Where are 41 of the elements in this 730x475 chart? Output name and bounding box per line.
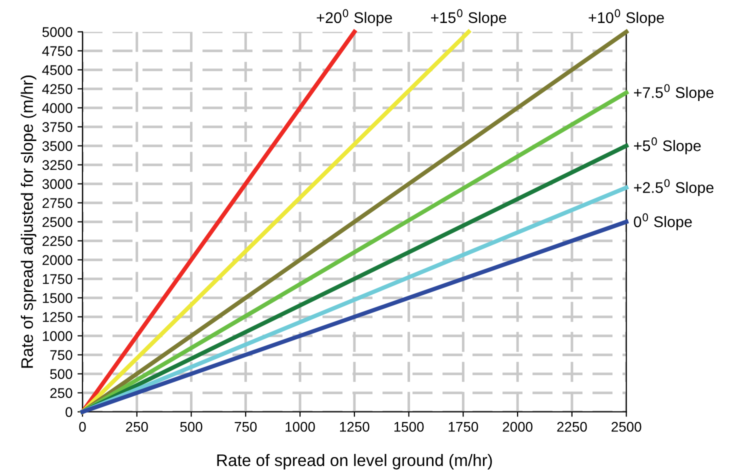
y-tick-label: 5000 bbox=[42, 27, 72, 37]
x-tick-label: 2000 bbox=[502, 422, 532, 432]
x-tick-label: 500 bbox=[180, 422, 202, 432]
series-label: +7.5$^{0}$ Slope bbox=[634, 84, 714, 102]
y-tick-label: 750 bbox=[50, 350, 72, 360]
x-tick-label: 1250 bbox=[340, 422, 370, 432]
y-tick-label: 4750 bbox=[42, 46, 72, 56]
x-tick-label: 2250 bbox=[557, 422, 587, 432]
series-label: +2.5$^{0}$ Slope bbox=[634, 179, 714, 196]
x-tick-label: 750 bbox=[234, 422, 257, 432]
y-tick-label: 3750 bbox=[42, 122, 72, 132]
series-label: 0$^{0}$ Slope bbox=[634, 213, 692, 230]
series-label: +20$^{0}$ Slope bbox=[316, 9, 392, 26]
series-label: +5$^{0}$ Slope bbox=[634, 137, 701, 154]
x-tick-label: 0 bbox=[79, 422, 86, 432]
y-tick-label: 4250 bbox=[42, 84, 72, 94]
y-tick-label: 1000 bbox=[42, 331, 72, 341]
y-tick-label: 0 bbox=[66, 407, 72, 417]
x-tick-label: 1500 bbox=[394, 422, 424, 432]
y-tick-label: 500 bbox=[50, 369, 72, 379]
y-tick-label: 1250 bbox=[42, 312, 72, 322]
y-tick-label: 3000 bbox=[42, 179, 72, 189]
y-tick-label: 2750 bbox=[42, 198, 72, 208]
y-tick-label: 4000 bbox=[42, 103, 72, 113]
y-tick-label: 3500 bbox=[42, 141, 72, 151]
y-tick-label: 3250 bbox=[42, 160, 72, 170]
x-tick-label: 250 bbox=[126, 422, 148, 432]
y-tick-label: 2000 bbox=[42, 255, 72, 265]
y-axis-title: Rate of spread adjusted for slope (m/hr) bbox=[20, 76, 36, 368]
series-label: +15$^{0}$ Slope bbox=[431, 9, 506, 26]
y-tick-label: 2250 bbox=[42, 236, 72, 246]
y-tick-label: 1750 bbox=[42, 274, 72, 284]
y-tick-label: 250 bbox=[50, 388, 72, 398]
y-tick-label: 4500 bbox=[42, 65, 72, 75]
x-axis-title: Rate of spread on level ground (m/hr) bbox=[217, 454, 492, 470]
x-tick-label: 1750 bbox=[448, 422, 478, 432]
series-label: +10$^{0}$ Slope bbox=[588, 9, 664, 26]
y-tick-label: 1500 bbox=[42, 293, 72, 303]
x-tick-label: 2500 bbox=[612, 422, 642, 432]
y-tick-label: 2500 bbox=[42, 217, 72, 227]
x-tick-label: 1000 bbox=[286, 422, 315, 432]
